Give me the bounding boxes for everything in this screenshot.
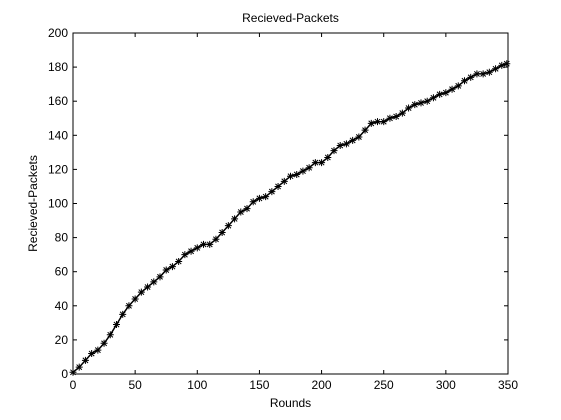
data-point [274, 182, 282, 190]
y-tick-label: 0 [61, 367, 68, 381]
data-point [374, 118, 381, 126]
x-axis-label: Rounds [270, 396, 311, 410]
y-tick-label: 200 [48, 26, 68, 40]
y-tick-label: 180 [48, 60, 68, 74]
x-tick-label: 50 [128, 378, 142, 392]
data-point [330, 147, 338, 155]
series-markers [69, 60, 511, 376]
data-point [156, 273, 164, 281]
x-tick-label: 200 [312, 378, 332, 392]
y-tick-label: 140 [48, 128, 68, 142]
data-point [206, 240, 214, 248]
data-point [212, 235, 220, 243]
data-point [100, 339, 108, 347]
data-point [492, 65, 500, 73]
data-point [324, 153, 332, 161]
data-point [498, 61, 506, 69]
data-point [361, 126, 369, 134]
data-point [249, 198, 257, 206]
y-tick-label: 160 [48, 94, 68, 108]
data-point [293, 171, 301, 179]
data-point [349, 136, 357, 144]
data-point [119, 310, 127, 318]
data-point [448, 85, 456, 93]
data-point [473, 70, 481, 78]
data-point [106, 331, 114, 339]
data-point [69, 368, 77, 376]
y-tick-label: 120 [48, 162, 68, 176]
y-tick-label: 100 [48, 197, 68, 211]
y-tick-label: 80 [55, 231, 69, 245]
x-tick-label: 300 [436, 378, 456, 392]
data-point [262, 193, 270, 201]
data-point [193, 244, 201, 252]
data-point [386, 114, 394, 122]
data-point [454, 82, 462, 90]
chart-title: Recieved-Packets [242, 11, 339, 25]
data-point [405, 104, 413, 112]
data-point [467, 73, 475, 81]
plot-area-frame [72, 32, 509, 375]
data-point [287, 172, 294, 180]
x-tick-label: 100 [187, 378, 207, 392]
data-point [398, 109, 406, 117]
data-point [75, 363, 83, 371]
data-point [200, 240, 207, 248]
data-point [280, 177, 288, 185]
data-point [318, 159, 326, 167]
data-point [479, 70, 487, 78]
data-point [81, 356, 89, 364]
data-point [175, 257, 183, 265]
data-point [423, 97, 431, 105]
x-tick-label: 250 [374, 378, 394, 392]
data-point [237, 208, 245, 216]
data-point [137, 288, 145, 296]
data-point [392, 113, 400, 121]
x-tick-label: 0 [70, 378, 77, 392]
data-point [442, 89, 450, 97]
x-tick-label: 150 [249, 378, 269, 392]
data-point [255, 194, 263, 202]
data-point [231, 215, 239, 223]
y-axis-label: Recieved-Packets [26, 155, 40, 252]
data-point [429, 94, 437, 102]
x-tick-label: 350 [498, 378, 518, 392]
data-point [131, 295, 139, 303]
data-point [168, 263, 176, 271]
data-point [243, 205, 251, 213]
data-point [181, 251, 189, 259]
data-point [342, 140, 350, 148]
data-point [94, 346, 102, 354]
data-point [367, 119, 375, 127]
data-point [150, 278, 158, 286]
data-point [436, 90, 444, 98]
data-point [336, 142, 344, 150]
y-tick-label: 20 [55, 333, 69, 347]
data-point [355, 133, 363, 141]
data-point [311, 159, 319, 167]
data-point [299, 167, 307, 175]
y-tick-label: 40 [55, 299, 69, 313]
data-point [461, 77, 468, 85]
data-point [305, 164, 313, 172]
y-tick-label: 60 [55, 265, 69, 279]
data-point [380, 118, 388, 126]
data-point [268, 188, 276, 196]
data-point [218, 228, 226, 236]
data-point [88, 350, 96, 358]
data-point [411, 101, 419, 109]
data-point [144, 283, 152, 291]
data-point [125, 302, 133, 310]
data-point [224, 222, 232, 230]
data-point [187, 247, 195, 255]
data-point [485, 68, 493, 76]
data-point [417, 99, 425, 107]
data-point [113, 321, 120, 329]
data-point [503, 60, 511, 68]
data-point [162, 266, 170, 274]
